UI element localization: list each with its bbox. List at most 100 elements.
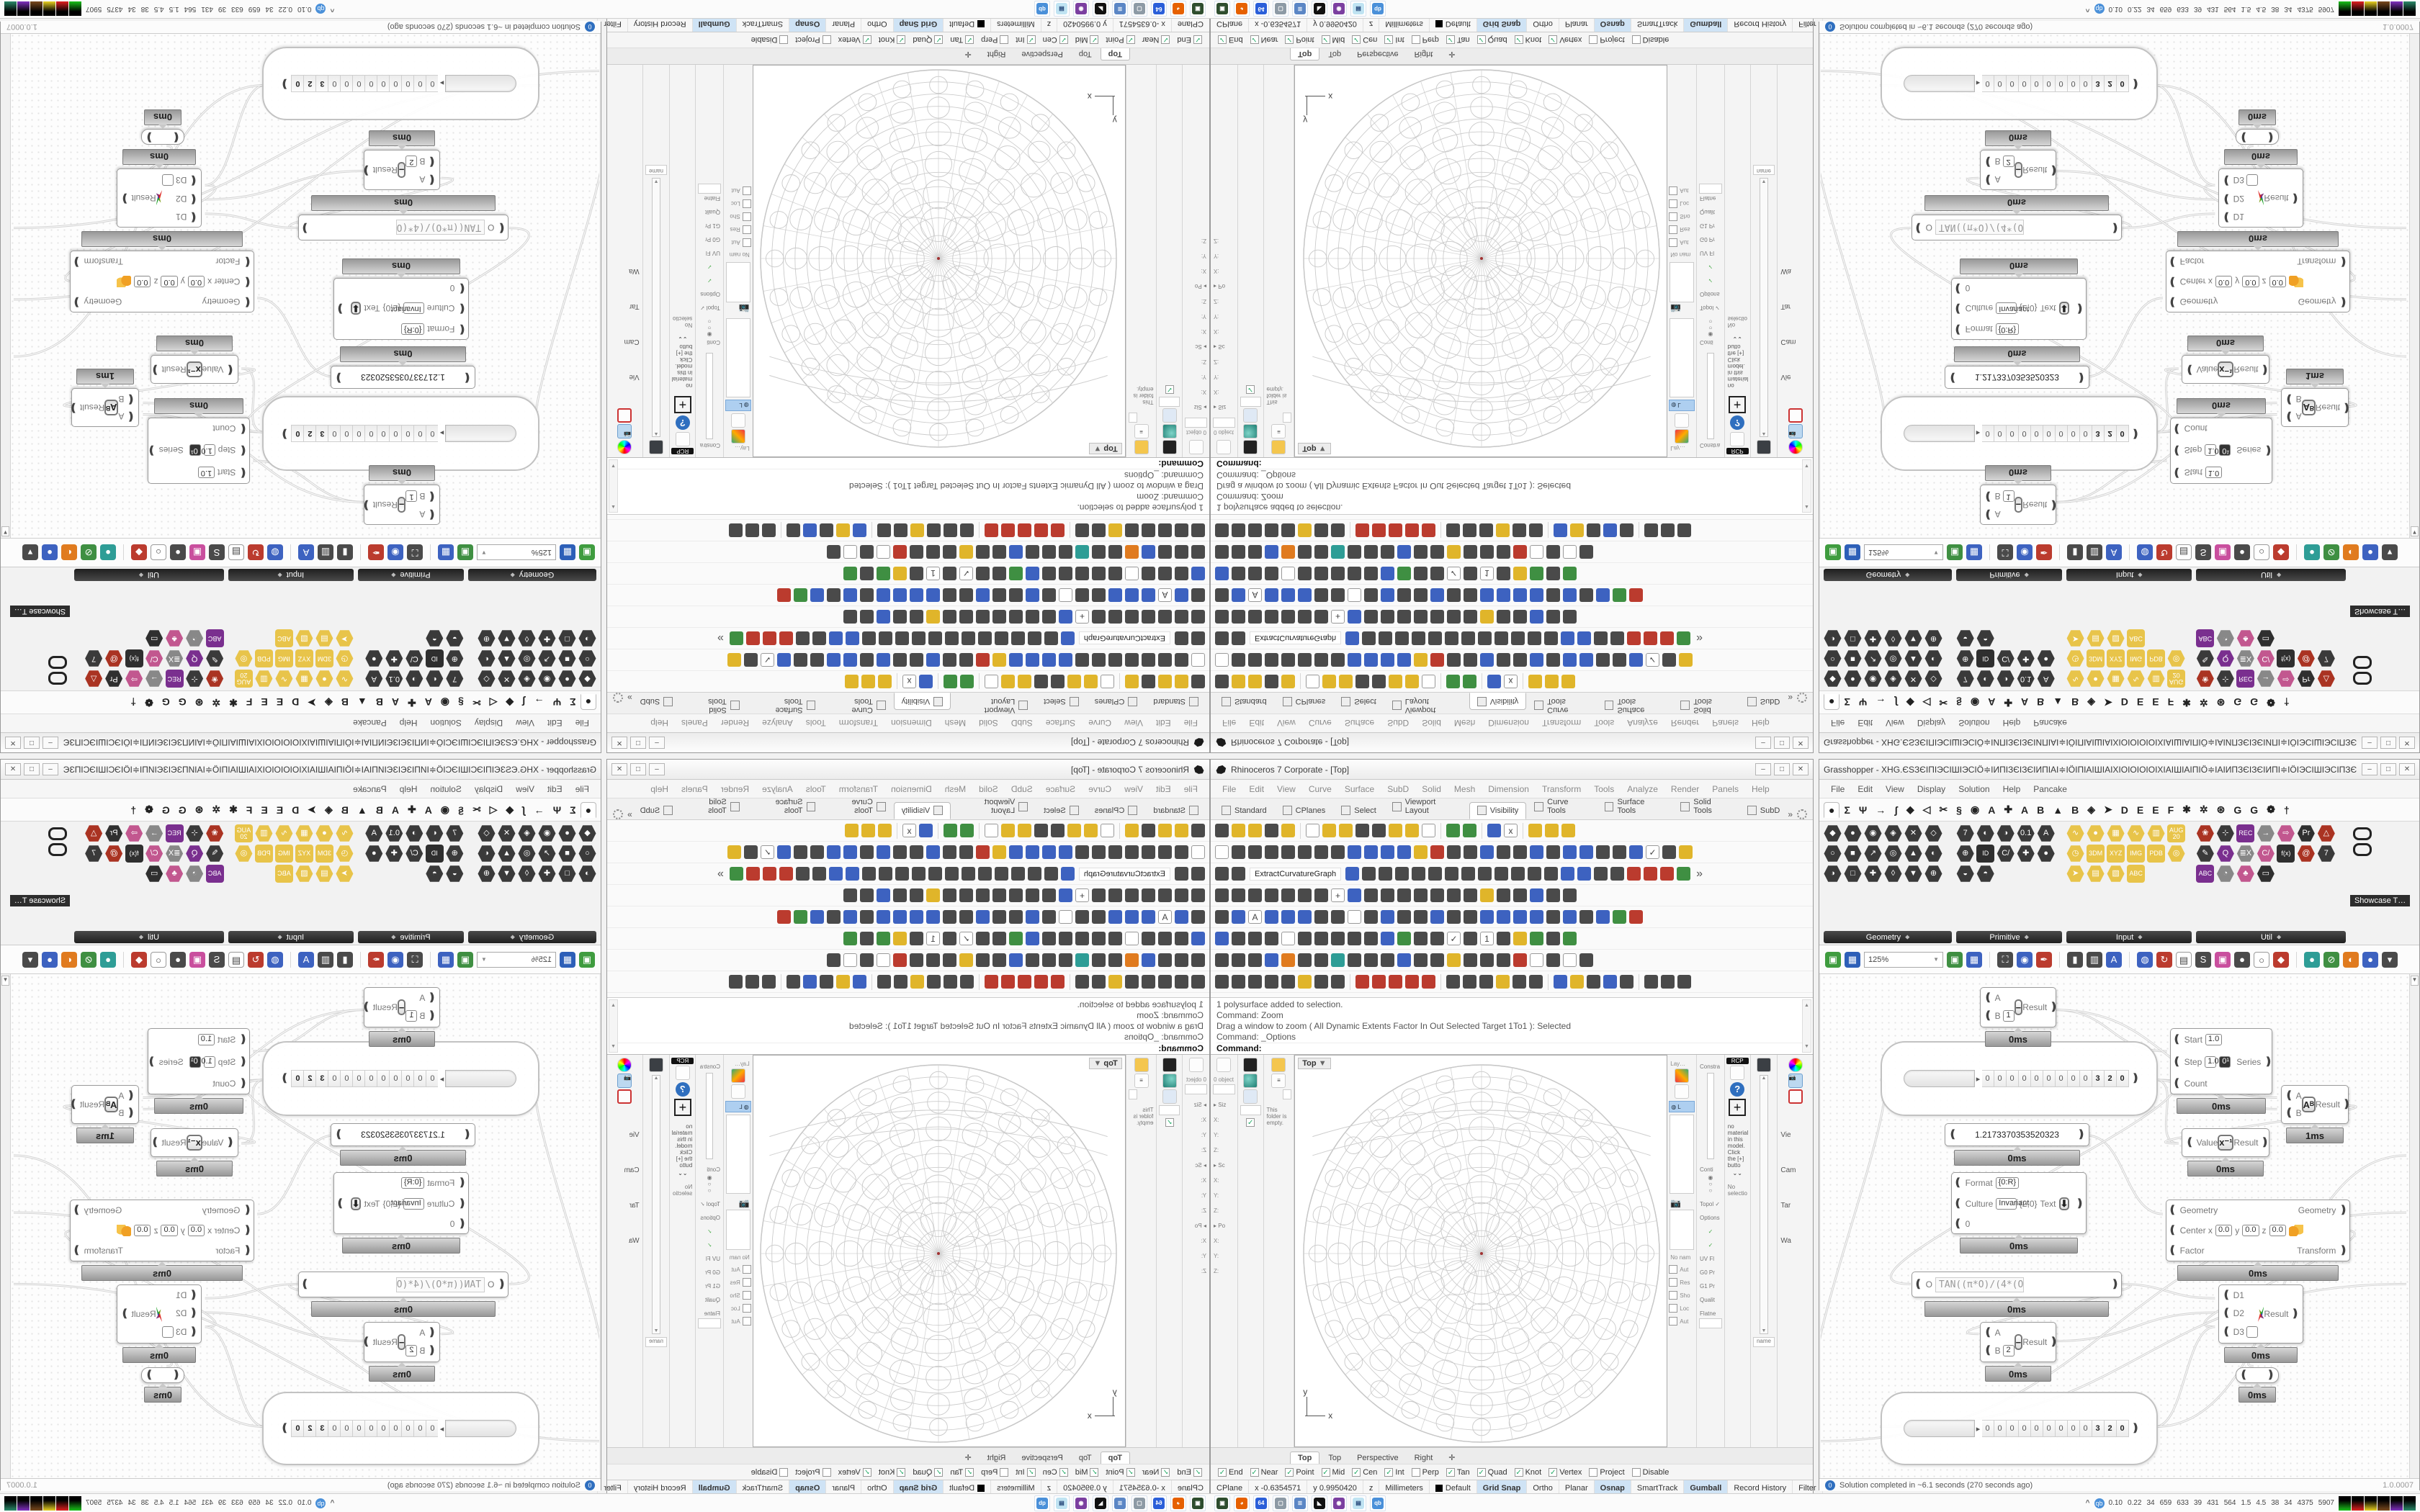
toolbar-icon[interactable] [1497, 888, 1510, 902]
gh-category-tab[interactable]: ◆ [506, 697, 514, 708]
checkbox[interactable] [1669, 199, 1678, 208]
toolbar-icon[interactable] [1405, 675, 1419, 688]
toolbar-icon[interactable] [1494, 867, 1509, 881]
toolbar-icon[interactable] [1092, 845, 1106, 859]
toolbar-icon[interactable] [843, 610, 857, 624]
toolbar-icon[interactable] [1414, 888, 1428, 902]
slider-digit[interactable]: 0 [2043, 1070, 2056, 1087]
toolbar-icon[interactable] [895, 867, 909, 881]
toolbar-icon[interactable] [1142, 824, 1155, 837]
component-icon[interactable]: f(x) [2277, 649, 2295, 667]
toolbar-icon[interactable]: ◐ [2343, 951, 2359, 968]
toolbar-icon[interactable] [1026, 610, 1039, 624]
component-icon[interactable]: ⊹ [186, 824, 204, 842]
toolbar-icon[interactable] [910, 932, 923, 945]
toolbar-icon[interactable] [1042, 567, 1056, 580]
viewport-tab[interactable]: ✛ [1448, 1454, 1456, 1462]
component-icon[interactable]: ➤ [336, 865, 354, 883]
toolbar-icon[interactable] [1561, 675, 1575, 688]
component-icon[interactable]: ◇ [1924, 825, 1942, 842]
component-icon[interactable]: C/ [2257, 649, 2275, 667]
toolbar-icon[interactable] [1092, 523, 1106, 537]
toolbar-icon[interactable] [1092, 953, 1106, 967]
toolbar-icon[interactable] [960, 675, 974, 688]
qb-tray-icon[interactable]: qb [2094, 4, 2105, 14]
osnap-toggle[interactable]: ✓ Point [1285, 35, 1314, 45]
toolbar-icon[interactable] [1232, 845, 1245, 859]
toolbar-icon[interactable] [1075, 523, 1089, 537]
taskbar-app-icon[interactable]: 64 [1151, 1495, 1167, 1511]
toolbar-icon[interactable] [1026, 545, 1039, 559]
menu-item[interactable]: Solution [430, 783, 462, 794]
toolbar-icon[interactable]: ▮ [337, 544, 353, 561]
graph-tile[interactable] [2352, 1, 2364, 17]
viewport-tab[interactable]: Top [1328, 1454, 1342, 1462]
toolbar-icon[interactable] [1397, 953, 1411, 967]
gh-category-tab[interactable]: ➤ [2104, 697, 2112, 708]
toolbar-icon[interactable] [1142, 953, 1155, 967]
toolbar-icon[interactable] [1389, 975, 1402, 989]
toolbar-icon[interactable] [1075, 975, 1089, 989]
toolbar-icon[interactable]: ● [2304, 951, 2320, 968]
toolbar-icon[interactable] [1298, 932, 1312, 945]
checkbox[interactable] [742, 1265, 751, 1274]
component-icon[interactable]: ♣ [2236, 865, 2254, 882]
component-icon[interactable]: ▤ [315, 865, 333, 883]
osnap-toggle[interactable]: Project [1589, 1467, 1625, 1477]
menu-item[interactable]: View [1277, 783, 1296, 794]
toolbar-icon[interactable] [1059, 567, 1072, 580]
slider-digit[interactable]: 0 [340, 1070, 353, 1087]
component-icon[interactable]: ◊ [1884, 629, 1902, 647]
gh-category-tab[interactable]: Σ [1844, 696, 1850, 708]
toolbar-tab[interactable]: SubD [632, 802, 681, 819]
component-icon[interactable]: IMG [274, 649, 293, 667]
component-icon[interactable]: PDB [254, 845, 273, 863]
toolbar-icon[interactable] [1339, 824, 1353, 837]
checkbox[interactable] [1669, 1291, 1678, 1300]
rhino-command-area[interactable]: 1 polysurface added to selection. Command… [1211, 457, 1813, 515]
dock-checkbox-row[interactable]: Loc [725, 1304, 751, 1313]
toolbar-icon[interactable] [1414, 910, 1428, 924]
menu-item[interactable]: Pancake [2033, 718, 2067, 729]
toolbar-icon[interactable] [1364, 588, 1378, 602]
minimize-button[interactable]: – [2362, 737, 2378, 749]
toolbar-icon[interactable] [1108, 975, 1122, 989]
toolbar-icon[interactable] [1579, 953, 1593, 967]
toolbar-icon[interactable] [1248, 953, 1262, 967]
minimize-button[interactable]: – [1755, 763, 1771, 775]
toolbar-icon[interactable] [729, 523, 743, 537]
palette-group-label[interactable]: Primitive ⬥ [357, 931, 464, 943]
toolbar-icon[interactable]: ▤ [228, 951, 244, 968]
toolbar-icon[interactable] [1563, 953, 1577, 967]
component-icon[interactable]: ■ [1844, 845, 1862, 862]
camera-icon[interactable]: 📷 [738, 304, 750, 314]
toolbar-icon[interactable] [1059, 653, 1072, 667]
slider-digit[interactable]: 3 [2092, 75, 2105, 92]
properties-input[interactable] [1185, 418, 1207, 428]
toolbar-icon[interactable]: ▣ [457, 544, 473, 561]
toolbar-icon[interactable] [1265, 653, 1278, 667]
toolbar-icon[interactable]: ◐ [61, 951, 77, 968]
toolbar-icon[interactable] [1042, 588, 1056, 602]
osnap-toggle[interactable]: Perp [1411, 1467, 1439, 1477]
toolbar-tab[interactable]: CPlanes [1087, 693, 1146, 710]
gh-canvas-side-strip[interactable]: ▼ [2409, 34, 2419, 538]
display-section-label[interactable]: Tar [629, 1202, 640, 1210]
toolbar-icon[interactable] [1158, 932, 1172, 945]
component-icon[interactable]: ○ [578, 649, 596, 667]
osnap-toggle[interactable]: ✓ Quad [913, 1467, 944, 1477]
toolbar-icon[interactable] [1018, 675, 1031, 688]
menu-item[interactable]: Help [2002, 783, 2021, 794]
component-icon[interactable]: ▲ [1904, 649, 1922, 667]
taskbar-app-icon[interactable]: 64 [1253, 1495, 1269, 1511]
toolbar-icon[interactable] [1298, 610, 1312, 624]
display-section-label[interactable]: Vie [1780, 1131, 1791, 1139]
component-icon[interactable]: ◆ [1824, 670, 1842, 688]
toolbar-icon[interactable] [959, 653, 973, 667]
toolbar-icon[interactable] [1101, 675, 1114, 688]
toolbar-icon[interactable]: ▥ [2087, 951, 2102, 968]
component-icon[interactable]: PDB [254, 649, 273, 667]
checkbox[interactable]: ✓ [862, 35, 871, 45]
toolbar-icon[interactable] [1397, 567, 1411, 580]
toolbar-icon[interactable] [1060, 867, 1075, 881]
